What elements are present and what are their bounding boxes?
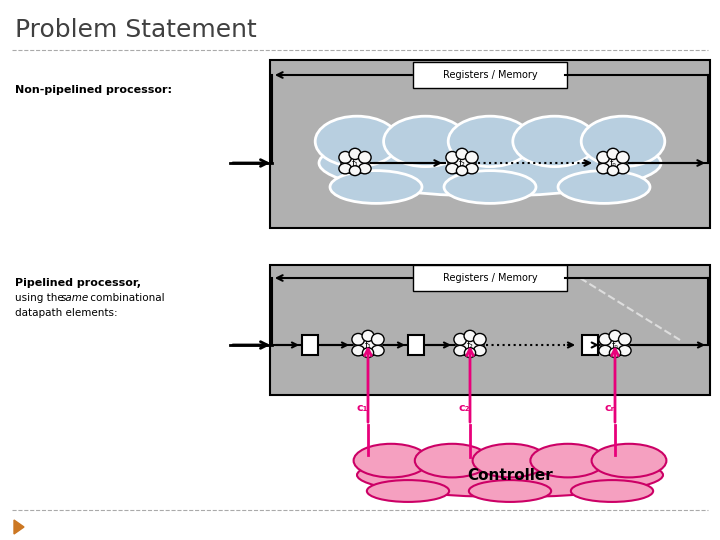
Ellipse shape	[384, 116, 467, 167]
Polygon shape	[14, 520, 24, 534]
Ellipse shape	[558, 171, 650, 204]
Ellipse shape	[352, 346, 364, 356]
Ellipse shape	[513, 116, 596, 167]
Ellipse shape	[456, 334, 484, 356]
Text: f₁: f₁	[351, 159, 359, 167]
Ellipse shape	[448, 116, 532, 167]
Ellipse shape	[330, 171, 422, 204]
Ellipse shape	[372, 346, 384, 356]
Ellipse shape	[339, 151, 351, 163]
FancyBboxPatch shape	[270, 60, 710, 228]
Ellipse shape	[315, 116, 399, 167]
Ellipse shape	[367, 480, 449, 502]
Text: Controller: Controller	[467, 468, 553, 483]
Ellipse shape	[446, 151, 459, 163]
Text: Registers / Memory: Registers / Memory	[443, 273, 537, 283]
Text: f₁: f₁	[364, 341, 372, 349]
Ellipse shape	[609, 348, 621, 357]
Text: fₙ: fₙ	[611, 341, 618, 349]
Ellipse shape	[607, 148, 619, 159]
Ellipse shape	[464, 348, 476, 357]
Text: same: same	[61, 293, 89, 303]
Ellipse shape	[349, 166, 361, 176]
Ellipse shape	[354, 444, 428, 477]
Ellipse shape	[474, 346, 486, 356]
Ellipse shape	[339, 163, 351, 174]
Text: fₙ: fₙ	[610, 159, 616, 167]
Ellipse shape	[597, 151, 610, 163]
Ellipse shape	[472, 444, 547, 477]
Text: Pipelined processor,: Pipelined processor,	[15, 278, 141, 288]
Ellipse shape	[319, 130, 661, 196]
Ellipse shape	[601, 334, 629, 356]
Ellipse shape	[597, 163, 610, 174]
Ellipse shape	[359, 151, 371, 163]
Ellipse shape	[415, 444, 490, 477]
FancyBboxPatch shape	[302, 335, 318, 355]
Ellipse shape	[454, 346, 467, 356]
Ellipse shape	[469, 480, 551, 502]
Text: combinational: combinational	[87, 293, 165, 303]
Ellipse shape	[448, 152, 476, 174]
Ellipse shape	[599, 333, 611, 346]
Ellipse shape	[362, 348, 374, 357]
Ellipse shape	[608, 166, 618, 176]
FancyBboxPatch shape	[582, 335, 598, 355]
FancyBboxPatch shape	[413, 62, 567, 88]
Ellipse shape	[466, 151, 478, 163]
Text: f₂: f₂	[459, 159, 465, 167]
Ellipse shape	[359, 163, 371, 174]
Ellipse shape	[444, 171, 536, 204]
Ellipse shape	[341, 152, 369, 174]
FancyBboxPatch shape	[413, 265, 567, 291]
Ellipse shape	[352, 333, 364, 346]
FancyBboxPatch shape	[408, 335, 424, 355]
Ellipse shape	[616, 163, 629, 174]
Ellipse shape	[456, 166, 467, 176]
Ellipse shape	[464, 330, 476, 341]
Ellipse shape	[609, 330, 621, 341]
Text: datapath elements:: datapath elements:	[15, 308, 117, 318]
Ellipse shape	[357, 453, 663, 497]
Ellipse shape	[349, 148, 361, 159]
Text: Problem Statement: Problem Statement	[15, 18, 257, 42]
Text: c₂: c₂	[458, 403, 469, 413]
Ellipse shape	[618, 333, 631, 346]
Ellipse shape	[362, 330, 374, 341]
Ellipse shape	[581, 116, 665, 167]
Ellipse shape	[571, 480, 653, 502]
Ellipse shape	[354, 334, 382, 356]
Ellipse shape	[599, 152, 627, 174]
Text: cₙ: cₙ	[604, 403, 616, 413]
Text: c₁: c₁	[356, 403, 368, 413]
Text: f₂: f₂	[467, 341, 474, 349]
Ellipse shape	[592, 444, 667, 477]
Ellipse shape	[474, 333, 486, 346]
Ellipse shape	[372, 333, 384, 346]
FancyBboxPatch shape	[270, 265, 710, 395]
Ellipse shape	[446, 163, 459, 174]
Ellipse shape	[456, 148, 468, 159]
Ellipse shape	[618, 346, 631, 356]
Ellipse shape	[466, 163, 478, 174]
Text: Registers / Memory: Registers / Memory	[443, 70, 537, 80]
Text: using the: using the	[15, 293, 67, 303]
Ellipse shape	[454, 333, 467, 346]
Text: Non-pipelined processor:: Non-pipelined processor:	[15, 85, 172, 95]
Ellipse shape	[599, 346, 611, 356]
Ellipse shape	[531, 444, 606, 477]
Ellipse shape	[616, 151, 629, 163]
